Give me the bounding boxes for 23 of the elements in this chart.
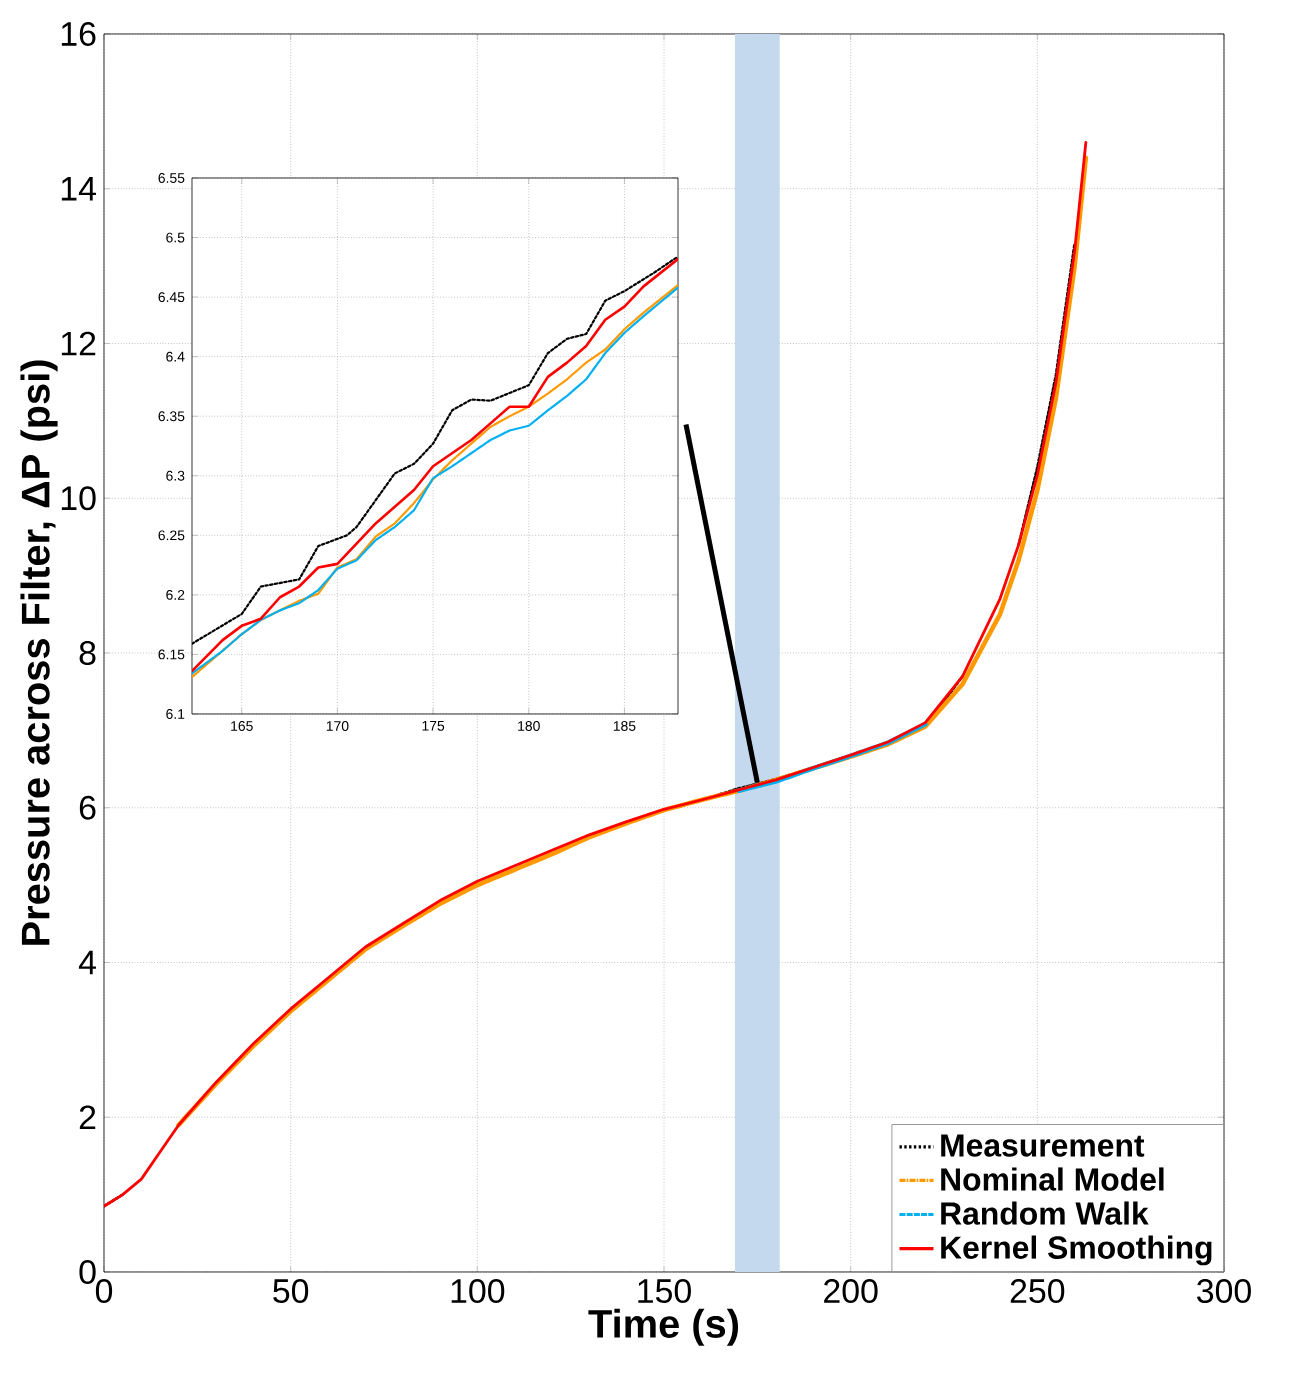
y-tick-label: 8: [79, 640, 96, 665]
x-tick-label: 200: [824, 1279, 878, 1304]
x-tick-label: 50: [273, 1279, 309, 1304]
x-tick-label: 100: [451, 1279, 505, 1304]
x-tick-label: 0: [95, 1279, 113, 1304]
x-tick-label: 150: [638, 1279, 691, 1304]
y-tick-label: 2: [79, 1105, 96, 1130]
x-tick-label: 300: [1197, 1279, 1251, 1304]
line-series: [736, 721, 928, 794]
legend-label: Nominal Model: [941, 1167, 1164, 1191]
y-tick-label: 12: [61, 331, 96, 356]
y-tick-label: 4: [78, 950, 96, 975]
legend-label: Measurement: [941, 1134, 1145, 1157]
x-tick-label: 250: [1010, 1279, 1065, 1304]
y-axis-title: Pressure across Filter, ΔP (psi): [20, 360, 58, 945]
y-tick-label: 10: [61, 486, 96, 511]
y-tick-label: 6: [79, 795, 96, 820]
x-axis-title: Time (s): [588, 1308, 738, 1346]
y-tick-label: 16: [61, 21, 96, 46]
legend-label: Random Walk: [941, 1201, 1149, 1225]
y-tick-label: 14: [61, 177, 96, 201]
legend-label: Kernel Smoothing: [941, 1235, 1212, 1266]
y-tick-label: 0: [79, 1259, 96, 1284]
